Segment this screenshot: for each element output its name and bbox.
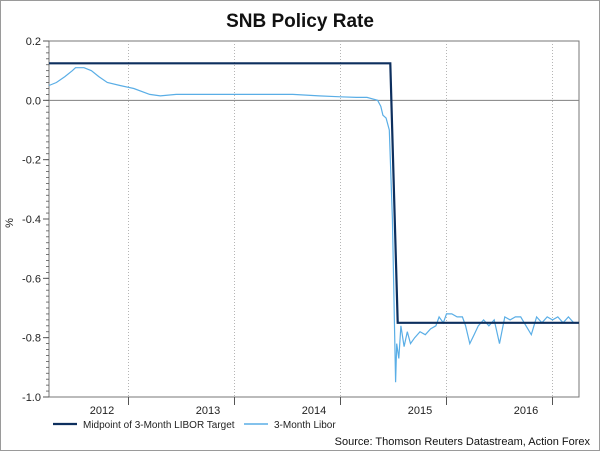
x-tick-label: 2013 <box>196 405 220 417</box>
y-tick-label: 0.2 <box>26 36 41 48</box>
series <box>48 62 579 383</box>
axes: 0.2 0.0 -0.2 -0.4 -0.6 -0.8 -1.0 2012 2013 2014 20… <box>22 36 553 417</box>
y-tick-label: 0.0 <box>26 95 41 107</box>
y-axis-label: % <box>4 218 16 228</box>
legend: Midpoint of 3-Month LIBOR Target 3-Month … <box>53 420 336 431</box>
x-tick-label: 2015 <box>408 405 432 417</box>
legend-label-libor-target: Midpoint of 3-Month LIBOR Target <box>83 420 235 431</box>
x-tick-label: 2012 <box>90 405 114 417</box>
series-line-libor-target <box>49 62 579 324</box>
x-tick-label: 2016 <box>514 405 538 417</box>
y-tick-label: -0.2 <box>22 155 41 167</box>
series-line-3m-libor <box>48 67 579 383</box>
y-tick-label: -0.6 <box>22 273 41 285</box>
chart-title: SNB Policy Rate <box>226 11 374 32</box>
y-tick-label: -0.8 <box>22 333 41 345</box>
legend-label-3m-libor: 3-Month Libor <box>274 420 336 431</box>
y-tick-label: -1.0 <box>22 392 41 404</box>
source-note: Source: Thomson Reuters Datastream, Acti… <box>335 436 591 448</box>
x-tick-label: 2014 <box>302 405 326 417</box>
y-tick-label: -0.4 <box>22 214 41 226</box>
